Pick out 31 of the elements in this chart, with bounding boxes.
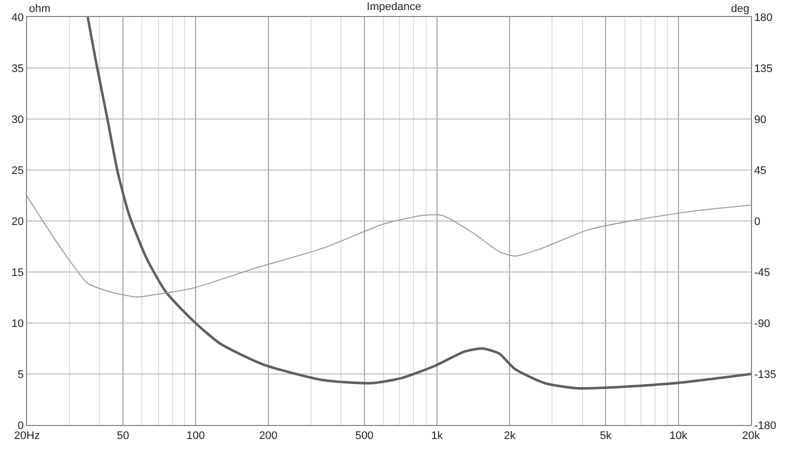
x-tick-label: 5k bbox=[600, 430, 612, 442]
y-axis-title: ohm bbox=[29, 3, 50, 15]
y-tick-label: 10 bbox=[12, 318, 24, 330]
y2-tick-label: 0 bbox=[754, 216, 760, 228]
y2-axis-title: deg bbox=[731, 3, 750, 15]
x-tick-label: 100 bbox=[186, 430, 205, 442]
y2-tick-label: 90 bbox=[754, 114, 766, 126]
x-tick-label: 20Hz bbox=[14, 430, 40, 442]
x-tick-label: 2k bbox=[504, 430, 516, 442]
y2-tick-label: -180 bbox=[754, 420, 776, 432]
y-tick-label: 30 bbox=[12, 114, 24, 126]
y-tick-label: 15 bbox=[12, 266, 24, 279]
x-tick-label: 200 bbox=[259, 430, 278, 442]
x-tick-label: 500 bbox=[355, 430, 374, 442]
y2-tick-label: -90 bbox=[754, 318, 770, 330]
y-tick-label: 35 bbox=[12, 62, 24, 75]
y-tick-label: 40 bbox=[12, 12, 24, 24]
y2-tick-label: 45 bbox=[754, 164, 766, 177]
y2-tick-label: 135 bbox=[754, 62, 773, 75]
x-tick-label: 50 bbox=[116, 430, 130, 442]
x-tick-label: 1k bbox=[431, 430, 444, 442]
y2-tick-label: -135 bbox=[754, 368, 776, 381]
y-tick-label: 5 bbox=[18, 368, 24, 381]
y-tick-label: 20 bbox=[12, 216, 24, 228]
x-tick-label: 20k bbox=[742, 430, 760, 442]
chart-title: Impedance bbox=[366, 0, 422, 13]
x-tick-label: 10k bbox=[669, 430, 688, 442]
y2-tick-label: 180 bbox=[754, 12, 773, 24]
y-tick-label: 25 bbox=[12, 164, 24, 177]
y2-tick-label: -45 bbox=[754, 266, 770, 279]
y-tick-label: 0 bbox=[18, 420, 24, 432]
